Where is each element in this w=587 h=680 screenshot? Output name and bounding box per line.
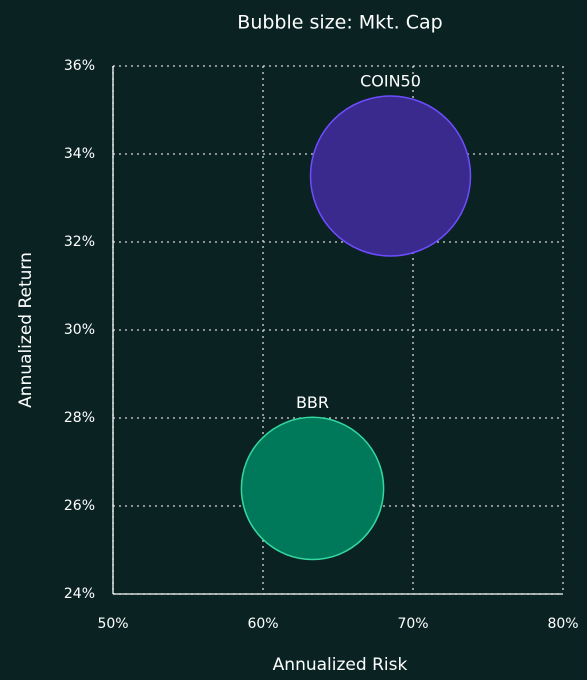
bubble <box>309 95 472 257</box>
y-tick-label: 36% <box>64 58 95 74</box>
x-tick-label: 50% <box>97 616 128 632</box>
y-axis-label: Annualized Return <box>16 252 36 408</box>
x-tick-label: 60% <box>247 616 278 632</box>
bubble-label: COIN50 <box>360 72 421 91</box>
bubble <box>240 416 385 561</box>
y-tick-label: 30% <box>64 322 95 338</box>
x-axis-label: Annualized Risk <box>273 655 408 675</box>
bubble-label: BBR <box>296 393 329 412</box>
y-tick-label: 26% <box>64 498 95 514</box>
x-tick-label: 70% <box>397 616 428 632</box>
chart-title: Bubble size: Mkt. Cap <box>237 12 442 34</box>
y-tick-label: 24% <box>64 586 95 602</box>
y-tick-label: 34% <box>64 146 95 162</box>
y-tick-label: 32% <box>64 234 95 250</box>
x-tick-label: 80% <box>547 616 578 632</box>
y-tick-label: 28% <box>64 410 95 426</box>
